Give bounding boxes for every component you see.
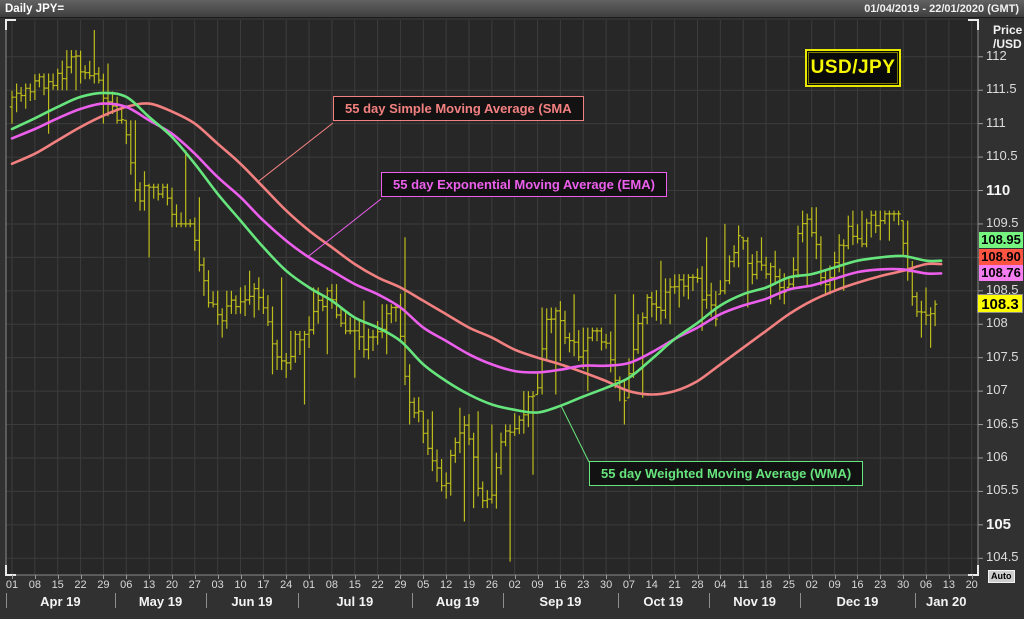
axis-unit-line2: /USD bbox=[993, 37, 1022, 51]
chart-title: Daily JPY= bbox=[5, 2, 65, 15]
axis-unit-label: Price /USD bbox=[993, 23, 1022, 51]
axis-unit-line1: Price bbox=[993, 23, 1023, 37]
ema-annotation-label[interactable]: 55 day Exponential Moving Average (EMA) bbox=[381, 172, 667, 197]
date-range-label: 01/04/2019 - 22/01/2020 (GMT) bbox=[864, 2, 1019, 15]
title-bar: Daily JPY= 01/04/2019 - 22/01/2020 (GMT) bbox=[0, 0, 1024, 18]
wma-annotation-label[interactable]: 55 day Weighted Moving Average (WMA) bbox=[589, 461, 864, 486]
instrument-badge: USD/JPY bbox=[805, 49, 901, 87]
auto-scale-button[interactable]: Auto bbox=[988, 570, 1015, 583]
sma-annotation-label[interactable]: 55 day Simple Moving Average (SMA bbox=[333, 96, 584, 121]
